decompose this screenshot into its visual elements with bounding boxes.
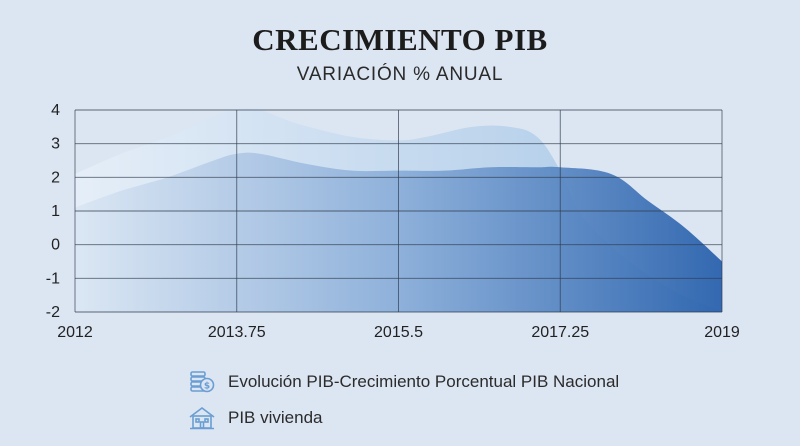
y-tick-label: 1 [51, 203, 60, 220]
svg-text:$: $ [204, 382, 210, 392]
x-tick-label: 2015.5 [374, 324, 423, 341]
x-tick-label: 2013.75 [208, 324, 266, 341]
legend-item-pib-nacional[interactable]: $ Evolución PIB-Crecimiento Porcentual P… [188, 364, 619, 400]
house-icon [189, 407, 215, 430]
legend-label: PIB vivienda [228, 408, 323, 427]
x-tick-label: 2019 [704, 324, 740, 341]
y-axis-ticks: 4 3 2 1 0 -1 -2 [46, 102, 60, 321]
y-tick-label: -1 [46, 270, 60, 287]
chart-subtitle: VARIACIÓN % ANUAL [296, 64, 504, 85]
legend-item-pib-vivienda[interactable]: PIB vivienda [188, 400, 619, 436]
coins-icon: $ [190, 371, 215, 393]
chart-title: CRECIMIENTO PIB [252, 22, 548, 57]
x-tick-label: 2012 [57, 324, 93, 341]
y-tick-label: 2 [51, 169, 60, 186]
y-tick-label: -2 [46, 304, 60, 321]
y-tick-label: 0 [51, 237, 60, 254]
y-tick-label: 4 [51, 102, 60, 119]
y-tick-label: 3 [51, 136, 60, 153]
x-axis-ticks: 2012 2013.75 2015.5 2017.25 2019 [57, 324, 740, 341]
chart-legend: $ Evolución PIB-Crecimiento Porcentual P… [188, 364, 619, 436]
x-tick-label: 2017.25 [531, 324, 589, 341]
chart-grid [74, 109, 723, 313]
legend-label: Evolución PIB-Crecimiento Porcentual PIB… [228, 372, 620, 391]
